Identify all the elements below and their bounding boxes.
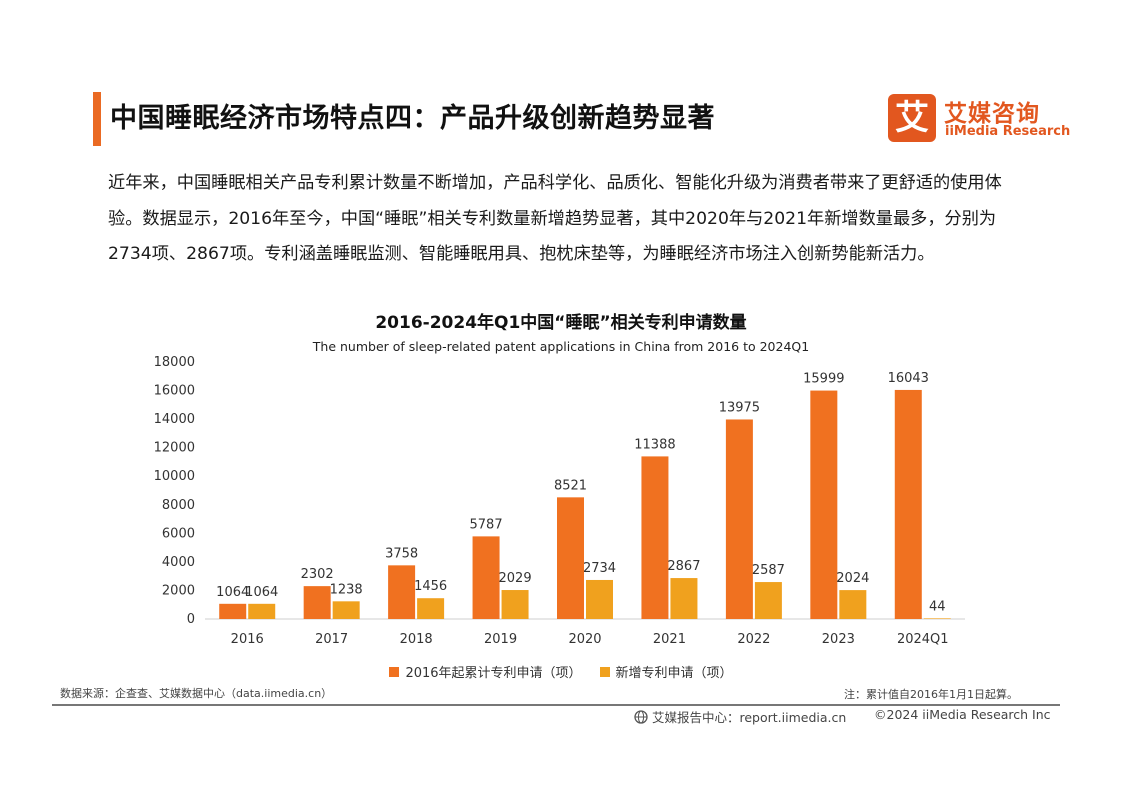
bar-new	[923, 618, 951, 619]
data-label-new: 2029	[499, 571, 532, 586]
data-label-new: 2587	[752, 563, 785, 578]
chart-note: 注：累计值自2016年1月1日起算。	[844, 688, 1018, 701]
bar-cumulative	[810, 390, 838, 619]
x-tick-label: 2017	[315, 632, 348, 647]
bar-cumulative	[219, 603, 247, 619]
footer-divider	[52, 704, 1060, 706]
legend-swatch-cumulative	[389, 666, 400, 677]
data-label-new: 2734	[583, 561, 616, 576]
bar-new	[417, 598, 445, 619]
y-tick-label: 10000	[154, 469, 195, 484]
bar-new	[839, 590, 867, 619]
x-tick-label: 2023	[822, 632, 855, 647]
y-tick-label: 6000	[162, 526, 195, 541]
bar-new	[670, 578, 698, 619]
data-label-new: 44	[929, 599, 946, 614]
bar-cumulative	[557, 497, 584, 619]
data-label-cumulative: 5787	[470, 517, 503, 532]
y-tick-label: 0	[187, 612, 195, 627]
legend-label-cumulative: 2016年起累计专利申请（项）	[405, 666, 582, 681]
bar-cumulative	[388, 565, 416, 619]
legend-label-new: 新增专利申请（项）	[615, 666, 733, 681]
report-center-text: 艾媒报告中心：report.iimedia.cn	[652, 710, 847, 725]
data-label-cumulative: 3758	[385, 546, 418, 561]
bar-new	[248, 603, 276, 619]
data-label-new: 2024	[836, 571, 869, 586]
bar-cumulative	[641, 456, 669, 619]
bar-new	[754, 582, 782, 619]
bar-cumulative	[725, 419, 753, 619]
y-tick-label: 12000	[154, 441, 195, 456]
data-label-cumulative: 11388	[634, 437, 675, 452]
logo-cn-text: 艾媒咨询	[944, 101, 1040, 127]
y-tick-label: 4000	[162, 555, 195, 570]
chart-subtitle: The number of sleep-related patent appli…	[312, 339, 810, 354]
x-tick-label: 2024Q1	[897, 632, 949, 647]
data-label-new: 1064	[245, 585, 278, 600]
x-tick-label: 2022	[737, 632, 770, 647]
iimedia-logo: 艾 艾媒咨询 iiMedia Research	[888, 94, 1070, 144]
data-label-new: 2867	[667, 559, 700, 574]
bar-new	[586, 579, 613, 619]
data-label-cumulative: 15999	[803, 372, 844, 387]
x-tick-label: 2016	[231, 632, 264, 647]
bar-cumulative	[472, 536, 500, 619]
x-tick-label: 2019	[484, 632, 517, 647]
legend-item-new: 新增专利申请（项）	[599, 662, 733, 681]
y-tick-label: 14000	[154, 412, 195, 427]
data-label-new: 1456	[414, 579, 447, 594]
bar-cumulative	[303, 586, 331, 619]
x-tick-label: 2020	[568, 632, 601, 647]
chart-title: 2016-2024年Q1中国“睡眠”相关专利申请数量	[375, 313, 747, 333]
report-center: 艾媒报告中心：report.iimedia.cn	[634, 707, 846, 726]
intro-paragraph: 近年来，中国睡眠相关产品专利累计数量不断增加，产品科学化、品质化、智能化升级为消…	[108, 173, 1002, 264]
bar-new	[332, 601, 360, 619]
data-label-cumulative: 16043	[888, 371, 929, 386]
bar-cumulative	[894, 389, 922, 619]
y-tick-label: 18000	[154, 355, 195, 370]
legend-item-cumulative: 2016年起累计专利申请（项）	[389, 662, 582, 681]
page-title: 中国睡眠经济市场特点四：产品升级创新趋势显著	[110, 103, 715, 134]
x-tick-label: 2021	[653, 632, 686, 647]
x-tick-label: 2018	[400, 632, 433, 647]
logo-mark: 艾	[888, 94, 936, 142]
bar-new	[501, 590, 529, 619]
data-label-cumulative: 8521	[554, 478, 587, 493]
globe-icon	[634, 709, 648, 724]
y-tick-label: 8000	[162, 498, 195, 513]
title-accent-bar	[93, 92, 101, 146]
y-tick-label: 2000	[162, 583, 195, 598]
legend-swatch-new	[599, 666, 610, 677]
data-source: 数据来源：企查查、艾媒数据中心（data.iimedia.cn）	[60, 687, 333, 700]
copyright: ©2024 iiMedia Research Inc	[874, 707, 1051, 722]
logo-en-text: iiMedia Research	[945, 124, 1071, 139]
data-label-new: 1238	[330, 582, 363, 597]
y-tick-label: 16000	[154, 384, 195, 399]
data-label-cumulative: 13975	[719, 400, 760, 415]
data-label-cumulative: 1064	[216, 585, 249, 600]
chart-legend: 2016年起累计专利申请（项） 新增专利申请（项）	[0, 662, 1122, 681]
data-label-cumulative: 2302	[301, 567, 334, 582]
